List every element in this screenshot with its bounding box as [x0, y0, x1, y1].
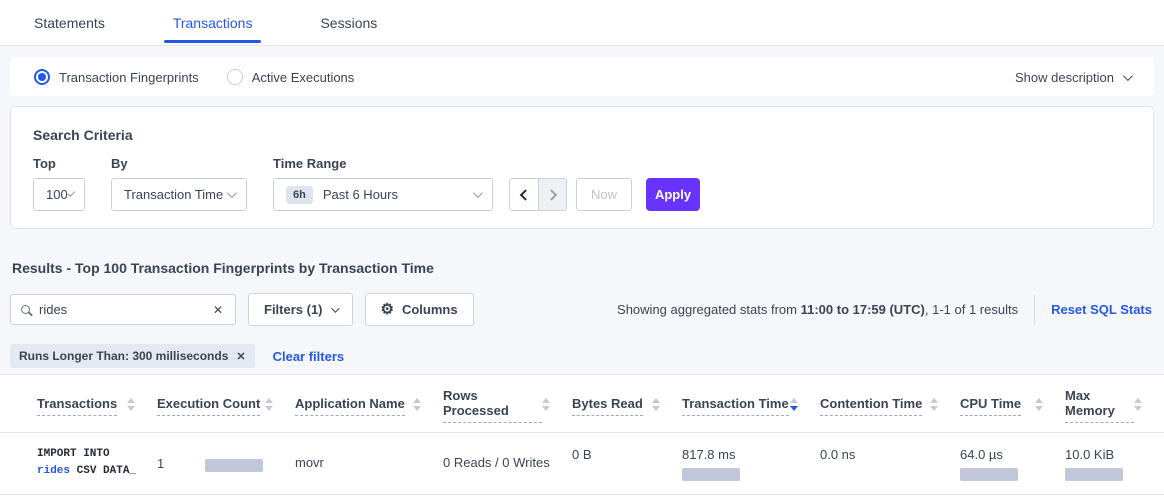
sort-icon[interactable]: [542, 397, 550, 411]
chevron-down-icon: [1122, 70, 1133, 81]
sort-icon[interactable]: [265, 397, 273, 411]
column-header-application-name[interactable]: Application Name: [295, 388, 443, 423]
column-header-contention-time[interactable]: Contention Time: [820, 388, 960, 423]
time-range-badge: 6h: [286, 185, 313, 204]
cell-bytes-read: 0 B: [572, 447, 592, 462]
sort-icon[interactable]: [1134, 397, 1142, 411]
vertical-divider: [1034, 294, 1036, 325]
sort-icon[interactable]: [1035, 397, 1043, 411]
top-select[interactable]: 100: [33, 178, 85, 211]
filter-pill-runs-longer-than: Runs Longer Than: 300 milliseconds ✕: [10, 344, 255, 368]
view-toggle-band: Transaction Fingerprints Active Executio…: [10, 58, 1154, 96]
chevron-down-icon: [67, 189, 76, 198]
search-input[interactable]: [39, 302, 211, 317]
tab-statements[interactable]: Statements: [34, 14, 105, 31]
sort-icon[interactable]: [652, 397, 660, 411]
results-controls-row: ✕ Filters (1) ⚙ Columns Showing aggregat…: [10, 293, 1154, 326]
chevron-left-icon: [519, 188, 532, 201]
tab-sessions[interactable]: Sessions: [320, 14, 378, 31]
next-time-range-button[interactable]: [538, 179, 566, 210]
stats-area: Showing aggregated stats from 11:00 to 1…: [617, 294, 1154, 325]
search-icon: [21, 305, 30, 314]
time-range-field: Time Range 6h Past 6 Hours: [273, 156, 493, 211]
results-heading: Results - Top 100 Transaction Fingerprin…: [12, 260, 434, 276]
column-header-max-memory[interactable]: Max Memory: [1065, 388, 1164, 423]
aggregated-stats-text: Showing aggregated stats from 11:00 to 1…: [617, 302, 1019, 317]
column-header-transactions[interactable]: Transactions: [37, 388, 157, 423]
value-bar: [960, 468, 1018, 481]
cell-max-memory: 10.0 KiB: [1065, 446, 1164, 481]
transaction-link[interactable]: rides: [37, 465, 71, 477]
time-range-arrows: [509, 178, 567, 211]
value-bar: [682, 468, 740, 481]
previous-time-range-button[interactable]: [510, 179, 538, 210]
radio-selected-icon: [34, 69, 50, 85]
cell-contention-time: 0.0 ns: [820, 447, 856, 462]
chevron-down-icon: [472, 188, 483, 199]
chevron-down-icon: [226, 188, 237, 199]
table-row: IMPORT INTO rides CSV DATA_ 1 movr 0 Rea…: [0, 433, 1164, 495]
search-criteria-title: Search Criteria: [33, 127, 133, 143]
apply-button[interactable]: Apply: [646, 178, 700, 211]
column-header-transaction-time[interactable]: Transaction Time: [682, 388, 820, 423]
cell-application-name: movr: [295, 455, 324, 470]
columns-button[interactable]: ⚙ Columns: [364, 293, 474, 326]
clear-filters-link[interactable]: Clear filters: [272, 348, 345, 364]
search-criteria-card: Search Criteria Top 100 By Transaction T…: [10, 106, 1154, 229]
search-box: ✕: [10, 294, 236, 325]
by-select[interactable]: Transaction Time: [111, 178, 247, 211]
sql-activity-tabbar: Statements Transactions Sessions: [0, 0, 1164, 46]
column-header-rows-processed[interactable]: Rows Processed: [443, 388, 572, 423]
sort-icon[interactable]: [930, 397, 938, 411]
cell-rows-processed: 0 Reads / 0 Writes: [443, 455, 550, 470]
active-filters-row: Runs Longer Than: 300 milliseconds ✕ Cle…: [10, 344, 1164, 368]
column-header-cpu-time[interactable]: CPU Time: [960, 388, 1065, 423]
clear-search-icon[interactable]: ✕: [212, 302, 223, 317]
now-button[interactable]: Now: [576, 178, 632, 211]
time-range-select[interactable]: 6h Past 6 Hours: [273, 178, 493, 211]
filters-button[interactable]: Filters (1): [248, 293, 353, 326]
column-header-execution-count[interactable]: Execution Count: [157, 388, 295, 423]
cell-cpu-time: 64.0 µs: [960, 446, 1065, 481]
sort-icon[interactable]: [413, 397, 421, 411]
chevron-down-icon: [330, 303, 340, 313]
by-field: By Transaction Time: [111, 156, 247, 211]
gear-icon: ⚙: [380, 301, 394, 318]
radio-unselected-icon: [226, 69, 243, 85]
radio-active-executions[interactable]: Active Executions: [226, 69, 354, 85]
table-header-row: Transactions Execution Count Application…: [0, 375, 1164, 433]
chevron-right-icon: [545, 188, 557, 201]
cell-execution-count: 1: [157, 446, 295, 481]
radio-transaction-fingerprints[interactable]: Transaction Fingerprints: [34, 69, 199, 85]
sort-icon[interactable]: [127, 397, 135, 411]
top-field: Top 100: [33, 156, 85, 211]
value-bar: [205, 458, 264, 472]
show-description-toggle[interactable]: Show description: [1015, 70, 1133, 85]
value-bar: [1065, 468, 1123, 481]
transactions-table: Transactions Execution Count Application…: [0, 374, 1164, 501]
remove-filter-icon[interactable]: ✕: [236, 350, 246, 363]
cell-transaction-time: 817.8 ms: [682, 446, 820, 481]
reset-sql-stats-link[interactable]: Reset SQL Stats: [1051, 302, 1152, 317]
sort-icon-active-desc[interactable]: [790, 397, 798, 411]
column-header-bytes-read[interactable]: Bytes Read: [572, 388, 682, 423]
tab-transactions[interactable]: Transactions: [163, 0, 262, 45]
cell-transaction-fingerprint[interactable]: IMPORT INTO rides CSV DATA_: [37, 448, 137, 477]
